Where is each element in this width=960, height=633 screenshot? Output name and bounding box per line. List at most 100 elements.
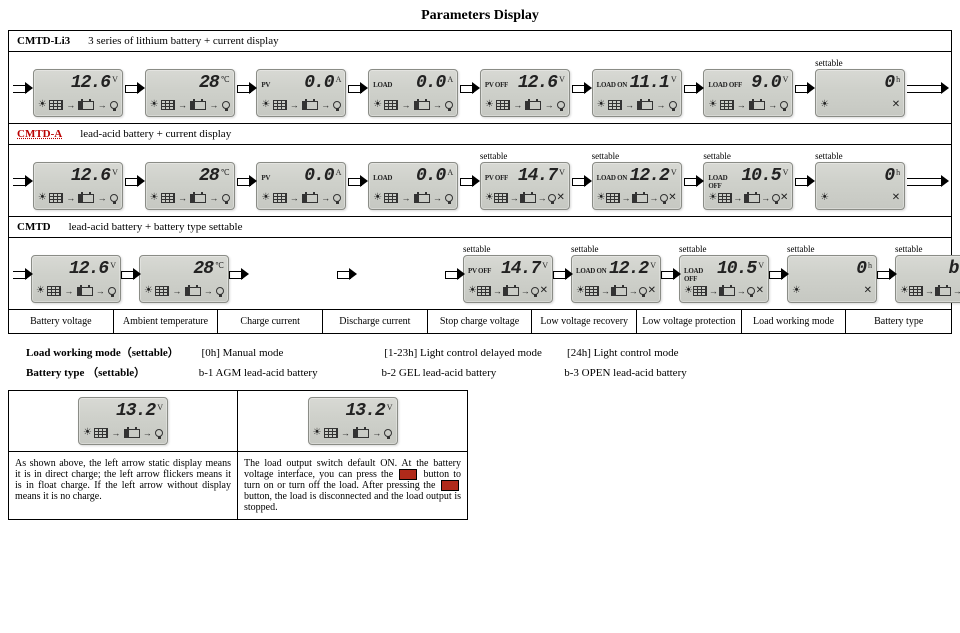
lcd-screen: LOAD ON 11.1V ☀→→ bbox=[592, 69, 682, 117]
lcd-screen: PV 0.0A ☀→→ bbox=[256, 162, 346, 210]
sun-icon: ☀ bbox=[38, 100, 47, 110]
screen-cell: settable b-1 ☀→→✕ bbox=[895, 244, 960, 303]
screen-cell: settable 0h ☀✕ bbox=[813, 58, 907, 117]
sun-icon: ☀ bbox=[313, 428, 322, 438]
flow-arrow-icon bbox=[661, 269, 679, 279]
wrench-icon: ✕ bbox=[668, 193, 676, 203]
solar-panel-icon bbox=[324, 428, 338, 438]
lcd-screen: 13.2V ☀→→ bbox=[308, 397, 398, 445]
wrench-icon: ✕ bbox=[892, 100, 900, 110]
sun-icon: ☀ bbox=[485, 100, 494, 110]
settable-label: settable bbox=[571, 244, 661, 254]
flow-arrow-icon bbox=[460, 176, 478, 186]
sun-icon: ☀ bbox=[597, 193, 606, 203]
flow-arrow-icon bbox=[907, 83, 947, 93]
arrow-icon: → bbox=[64, 286, 73, 296]
battery-icon bbox=[78, 194, 94, 203]
flow-arrow-icon bbox=[769, 269, 787, 279]
arrow-icon: → bbox=[402, 193, 411, 203]
screen-cell: 12.6V ☀→→ bbox=[31, 151, 125, 210]
solar-panel-icon bbox=[693, 286, 707, 296]
flow-arrow-icon bbox=[125, 176, 143, 186]
screen-cell: LOAD OFF 9.0V ☀→→ bbox=[702, 58, 796, 117]
lcd-screen: PV OFF 14.7V ☀→→✕ bbox=[463, 255, 553, 303]
arrow-icon: → bbox=[649, 193, 658, 203]
screen-cell: settable LOAD ON 12.2V ☀→→✕ bbox=[590, 151, 684, 210]
load-button-icon bbox=[441, 480, 459, 491]
settable-label bbox=[480, 58, 570, 68]
bulb-icon bbox=[384, 429, 392, 437]
lcd-tag: PV OFF bbox=[485, 174, 508, 182]
bulb-icon bbox=[660, 194, 668, 202]
arrow-icon: → bbox=[98, 193, 107, 203]
solar-panel-icon bbox=[496, 100, 510, 110]
sun-icon: ☀ bbox=[150, 193, 159, 203]
lcd-unit: ℃ bbox=[221, 75, 230, 84]
mode-2: [24h] Light control mode bbox=[567, 347, 747, 359]
settable-label bbox=[256, 151, 346, 161]
arrow-icon: → bbox=[204, 286, 213, 296]
screen-cell: settable 0h ☀✕ bbox=[813, 151, 907, 210]
sun-icon: ☀ bbox=[820, 193, 829, 203]
flow-arrow-icon bbox=[877, 269, 895, 279]
lcd-tag: LOAD OFF bbox=[684, 267, 717, 283]
solar-panel-icon bbox=[94, 428, 108, 438]
lcd-value: 12.6 bbox=[518, 73, 557, 93]
arrow-icon: → bbox=[209, 100, 218, 110]
solar-panel-icon bbox=[155, 286, 169, 296]
flow-arrow-icon bbox=[121, 269, 139, 279]
arrow-icon: → bbox=[178, 193, 187, 203]
sun-icon: ☀ bbox=[83, 428, 92, 438]
settable-label bbox=[247, 244, 337, 254]
settable-label bbox=[145, 58, 235, 68]
arrow-icon: → bbox=[66, 193, 75, 203]
solar-panel-icon bbox=[384, 193, 398, 203]
bulb-icon bbox=[445, 101, 453, 109]
settable-label: settable bbox=[815, 151, 905, 161]
section-head: CMTDlead-acid battery + battery type set… bbox=[9, 216, 951, 237]
battery-icon bbox=[525, 101, 541, 110]
arrow-icon: → bbox=[433, 100, 442, 110]
arrow-icon: → bbox=[402, 100, 411, 110]
lcd-screen: 28℃ ☀→→ bbox=[145, 69, 235, 117]
lcd-tag: LOAD OFF bbox=[708, 174, 741, 190]
lcd-value: 10.5 bbox=[717, 259, 756, 279]
lcd-unit: V bbox=[650, 261, 656, 270]
bulb-icon bbox=[669, 101, 677, 109]
sun-icon: ☀ bbox=[708, 100, 717, 110]
section-head: CMTD-Li33 series of lithium battery + cu… bbox=[9, 31, 951, 51]
bulb-icon bbox=[557, 101, 565, 109]
lcd-unit: V bbox=[671, 75, 677, 84]
battery-icon bbox=[749, 101, 765, 110]
settable-label bbox=[368, 58, 458, 68]
arrow-icon: → bbox=[111, 428, 120, 438]
lcd-value: 13.2 bbox=[116, 401, 155, 421]
screen-row: 12.6V ☀→→ 28℃ ☀→→settable PV OFF 14.7V ☀… bbox=[9, 237, 951, 309]
arrow-icon: → bbox=[96, 286, 105, 296]
column-label: Ambient temperature bbox=[114, 310, 219, 333]
arrow-icon: → bbox=[953, 286, 960, 296]
sun-icon: ☀ bbox=[468, 286, 477, 296]
lcd-value: 0.0 bbox=[416, 166, 445, 186]
settable-label bbox=[31, 244, 121, 254]
left-box: 13.2V ☀→→ As shown above, the left arrow… bbox=[8, 390, 238, 520]
flow-arrow-icon bbox=[460, 83, 478, 93]
section-code: CMTD bbox=[17, 221, 51, 233]
lcd-value: 12.2 bbox=[630, 166, 669, 186]
screen-cell: settable LOAD OFF 10.5V ☀→→✕ bbox=[702, 151, 796, 210]
battery-icon bbox=[414, 194, 430, 203]
lcd-unit: ℃ bbox=[221, 168, 230, 177]
flow-arrow-icon bbox=[572, 83, 590, 93]
lcd-screen: LOAD ON 12.2V ☀→→✕ bbox=[592, 162, 682, 210]
solar-panel-icon bbox=[720, 100, 734, 110]
screen-cell: 28℃ ☀→→ bbox=[143, 151, 237, 210]
sun-icon: ☀ bbox=[684, 286, 693, 296]
column-label: Charge current bbox=[218, 310, 323, 333]
lcd-unit: A bbox=[447, 75, 453, 84]
screen-row: 12.6V ☀→→ 28℃ ☀→→ PV 0.0A ☀→→ LOAD 0.0A … bbox=[9, 51, 951, 123]
wrench-icon: ✕ bbox=[648, 286, 656, 296]
screen-cell: LOAD 0.0A ☀→→ bbox=[366, 151, 460, 210]
arrow-icon: → bbox=[629, 286, 638, 296]
lcd-screen: 0h ☀✕ bbox=[787, 255, 877, 303]
lcd-tag: PV OFF bbox=[468, 267, 491, 275]
